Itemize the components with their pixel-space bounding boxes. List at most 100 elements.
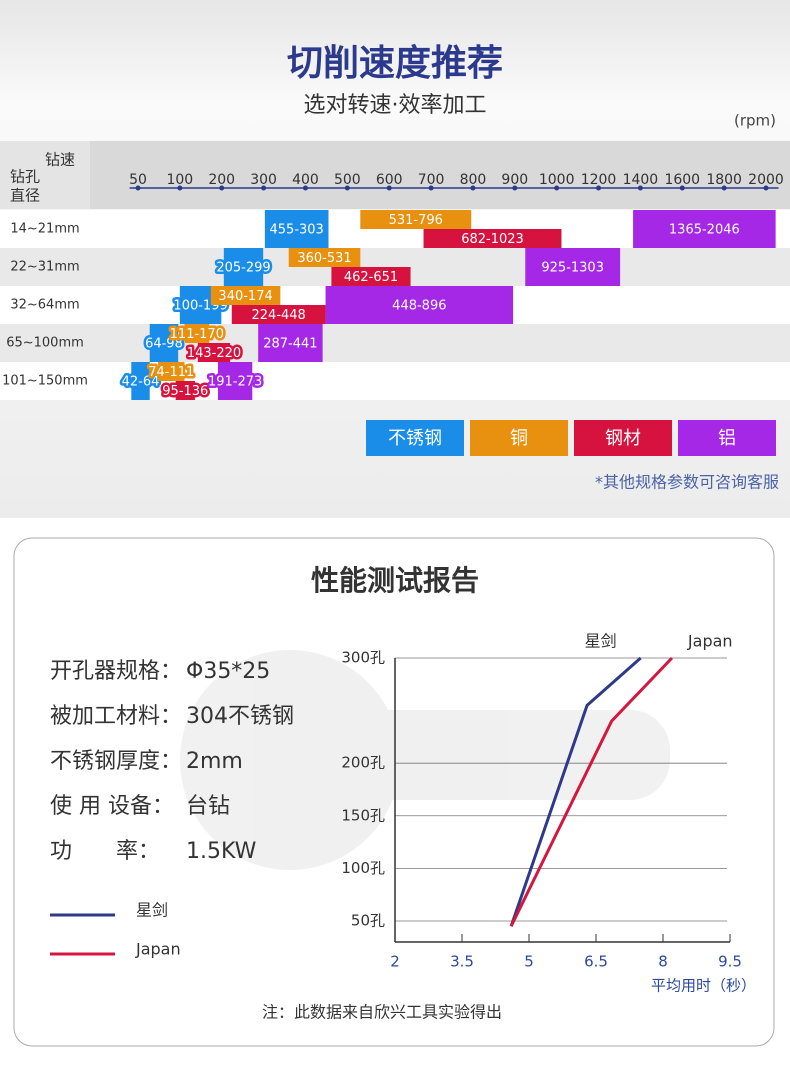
- x-tick: [763, 185, 769, 191]
- legend-label: 钢材: [605, 428, 641, 449]
- x-tick-label: 50: [129, 172, 147, 188]
- row-label: 22~31mm: [10, 260, 79, 275]
- spec-value: Φ35*25: [186, 659, 270, 684]
- range-bar: [360, 210, 472, 229]
- x-tick: [177, 185, 183, 191]
- x-tick: [428, 185, 434, 191]
- range-bar: [231, 305, 326, 324]
- line-end-label: Japan: [687, 632, 733, 651]
- header-corner: [0, 141, 90, 209]
- x-tick: [637, 185, 643, 191]
- legend-swatch: [574, 420, 672, 456]
- legend-label: 铜: [510, 428, 528, 449]
- x-tick-label: 300: [250, 172, 277, 188]
- range-bar: [175, 381, 195, 400]
- row-label: 101~150mm: [2, 374, 88, 389]
- spec-value: 304不锈钢: [186, 704, 294, 729]
- unit: (rpm): [734, 112, 776, 130]
- bar-label: 925-1303: [541, 261, 604, 276]
- spec-value: 2mm: [186, 749, 243, 774]
- x-tick-label: 2: [390, 953, 400, 971]
- x-label: 钻速: [45, 151, 75, 169]
- x-tick-label: 1200: [581, 172, 617, 188]
- x-tick-label: 500: [334, 172, 361, 188]
- range-bar: [525, 248, 621, 286]
- range-bar: [210, 286, 281, 305]
- x-tick-label: 8: [658, 953, 668, 971]
- spec-value: 台钻: [186, 794, 230, 819]
- x-tick: [261, 185, 267, 191]
- bar-label: 1365-2046: [669, 223, 740, 238]
- x-tick-label: 900: [501, 172, 528, 188]
- spec-label: 开孔器规格：: [50, 659, 182, 684]
- legend-swatch: [678, 420, 776, 456]
- y-label: 直径: [10, 187, 40, 205]
- title: 切削速度推荐: [287, 43, 503, 84]
- x-tick-label: 5: [524, 953, 534, 971]
- range-bar: [264, 210, 329, 248]
- range-bar: [149, 324, 179, 362]
- bar-label: 95-136: [162, 384, 208, 399]
- line-end-label: 星剑: [585, 632, 617, 651]
- y-tick-label: 100孔: [341, 859, 385, 877]
- x-tick: [596, 185, 602, 191]
- bar-label: 448-896: [392, 299, 446, 314]
- range-bar: [325, 286, 514, 324]
- row-label: 32~64mm: [10, 298, 79, 313]
- legend-label: Japan: [135, 940, 181, 959]
- report-title: 性能测试报告: [311, 564, 479, 597]
- x-tick: [135, 185, 141, 191]
- x-tick-label: 1400: [623, 172, 659, 188]
- spec-value: 1.5KW: [186, 839, 257, 864]
- y-tick-label: 200孔: [341, 754, 385, 772]
- bar-label: 205-299: [216, 261, 270, 276]
- x-tick: [302, 185, 308, 191]
- x-tick: [470, 185, 476, 191]
- range-bar: [131, 362, 150, 400]
- legend-swatch: [366, 420, 464, 456]
- y-label: 钻孔: [10, 168, 40, 186]
- spec-label: 功 率：: [50, 839, 160, 864]
- x-tick-label: 1000: [539, 172, 575, 188]
- bar-label: 287-441: [263, 337, 317, 352]
- x-tick-label: 600: [376, 172, 403, 188]
- bar-label: 224-448: [252, 308, 306, 323]
- row-band: [0, 324, 790, 362]
- x-tick: [512, 185, 518, 191]
- legend-label: 星剑: [136, 901, 168, 920]
- x-tick-label: 3.5: [450, 953, 474, 971]
- bar-label: 42-64: [122, 375, 160, 390]
- x-tick: [721, 185, 727, 191]
- x-tick: [219, 185, 225, 191]
- legend-label: 不锈钢: [388, 428, 442, 449]
- range-bar: [331, 267, 411, 286]
- bar-label: 340-174: [218, 289, 272, 304]
- bar-label: 111-170: [170, 327, 224, 342]
- x-tick-label: 1800: [706, 172, 742, 188]
- drill-illustration: [180, 650, 670, 870]
- bar-label: 191-273: [208, 375, 262, 390]
- subtitle: 选对转速·效率加工: [304, 93, 487, 118]
- bar-label: 143-220: [187, 346, 241, 361]
- bar-label: 64-98: [145, 337, 183, 352]
- x-tick-label: 9.5: [718, 953, 742, 971]
- y-tick-label: 50孔: [351, 911, 385, 929]
- series-line: [509, 656, 642, 927]
- range-bar: [184, 324, 210, 343]
- series-line: [509, 656, 674, 927]
- header-band: [0, 141, 790, 209]
- range-bar: [217, 362, 253, 400]
- report-card: [13, 537, 775, 1047]
- range-bar: [258, 324, 323, 362]
- range-bar: [288, 248, 361, 267]
- x-tick-label: 400: [292, 172, 319, 188]
- range-bar: [197, 343, 231, 362]
- note: *其他规格参数可咨询客服: [595, 473, 779, 492]
- bar-label: 74-111: [148, 365, 194, 380]
- bar-label: 682-1023: [461, 232, 524, 247]
- x-tick-label: 800: [460, 172, 487, 188]
- spec-label: 不锈钢厚度：: [50, 749, 182, 774]
- bar-label: 462-651: [344, 270, 398, 285]
- range-bar: [633, 210, 776, 248]
